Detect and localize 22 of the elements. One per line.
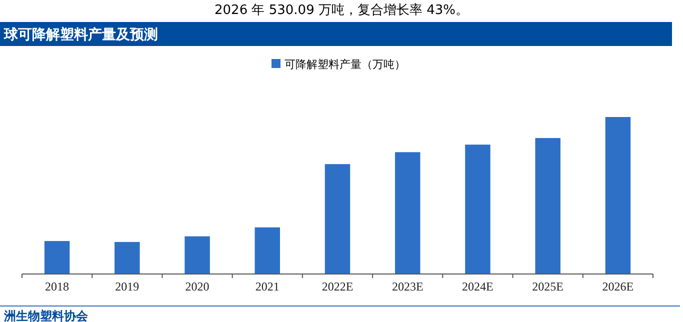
text: 洲生物塑料协会 [3, 309, 89, 322]
bar [114, 242, 140, 274]
bar [605, 117, 631, 274]
x-tick-label: 2021 [255, 280, 280, 294]
bar [394, 152, 420, 274]
x-tick-label: 2022E [322, 280, 354, 294]
x-tick-label: 2020 [185, 280, 210, 294]
text: 2026 年 530.09 万吨，复合增长率 43%。 [214, 2, 468, 18]
x-tick-label: 2019 [115, 280, 140, 294]
x-tick-label: 2023E [392, 280, 424, 294]
chart-title: 球可降解塑料产量及预测 [3, 26, 158, 43]
bar [184, 236, 210, 274]
x-tick-label: 2026E [602, 280, 634, 294]
bar [535, 138, 560, 274]
bar [465, 144, 490, 274]
x-tick-label: 2025E [532, 280, 564, 294]
bar [44, 241, 70, 274]
bar [324, 164, 350, 274]
x-tick-label: 2018 [45, 280, 70, 294]
bar [254, 227, 280, 274]
x-tick-label: 2024E [462, 280, 494, 294]
legend-label: 可降解塑料产量（万吨） [284, 58, 406, 71]
